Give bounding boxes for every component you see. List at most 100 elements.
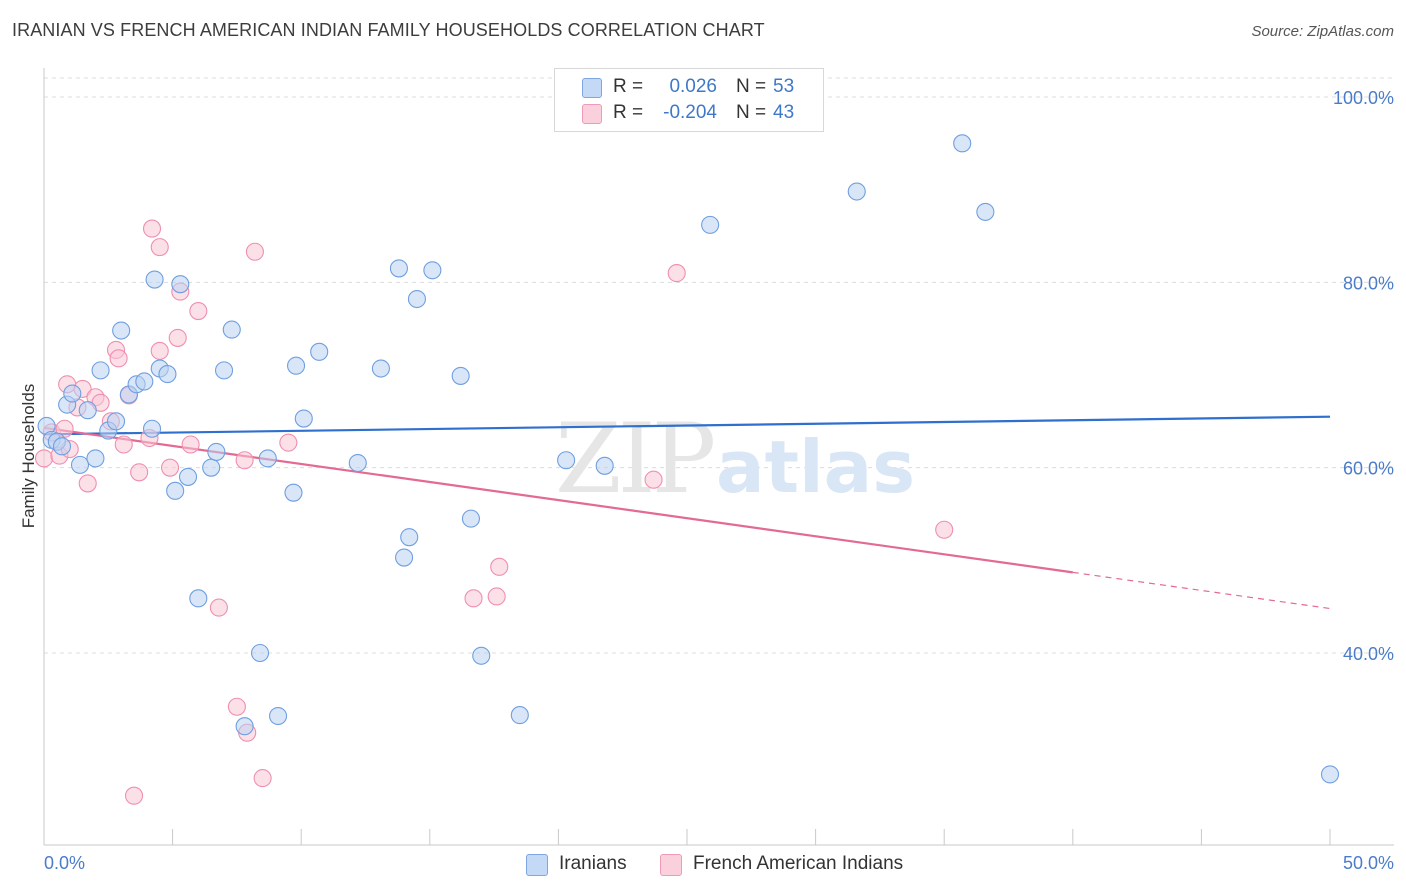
- data-point-iranians: [214, 361, 234, 380]
- data-point-iranians: [557, 451, 576, 470]
- data-point-iranians: [701, 215, 720, 234]
- x-tick-label-min: 0.0%: [44, 853, 85, 873]
- legend-n-label: N =: [736, 76, 767, 97]
- data-point-french-american-indians: [464, 589, 483, 608]
- stats-legend: R = 0.026 N = 53 R = -0.204 N = 43: [554, 68, 824, 132]
- x-ticks: [43, 829, 1331, 845]
- data-point-iranians: [91, 361, 110, 380]
- data-point-iranians: [63, 384, 82, 403]
- data-point-iranians: [145, 270, 164, 289]
- trend-line-0: [43, 415, 1331, 436]
- legend-row-french-american-indians: R = -0.204 N = 43: [555, 100, 823, 126]
- grid-lines: [44, 77, 1394, 654]
- legend-r-value: 0.026: [669, 76, 717, 97]
- data-point-iranians: [202, 458, 221, 477]
- data-point-iranians: [294, 409, 313, 428]
- y-axis-title: Family Households: [19, 384, 38, 529]
- data-point-iranians: [287, 356, 306, 375]
- data-point-french-american-indians: [227, 697, 246, 716]
- watermark-atlas: atlas: [716, 425, 915, 509]
- legend-swatch-french-american-indians: [660, 854, 682, 876]
- data-point-iranians: [52, 437, 72, 456]
- y-tick-label: 100.0%: [1333, 88, 1394, 108]
- data-point-iranians: [953, 134, 972, 153]
- data-point-iranians: [171, 275, 190, 294]
- data-point-iranians: [78, 401, 97, 420]
- data-point-french-american-indians: [142, 219, 162, 238]
- data-point-french-american-indians: [34, 449, 54, 468]
- data-point-french-american-indians: [644, 470, 663, 489]
- data-point-iranians: [158, 365, 177, 384]
- data-point-iranians: [112, 321, 131, 340]
- data-point-iranians: [1320, 765, 1340, 784]
- legend-r-label: R =: [613, 102, 644, 123]
- data-point-iranians: [976, 202, 995, 221]
- watermark: ZIP atlas: [555, 403, 915, 515]
- data-point-french-american-indians: [235, 451, 254, 470]
- data-point-french-american-indians: [150, 341, 169, 360]
- data-point-iranians: [207, 442, 226, 461]
- data-point-french-american-indians: [487, 587, 506, 606]
- data-point-iranians: [258, 449, 277, 468]
- trend-line-extension-1: [1072, 571, 1331, 610]
- y-tick-label: 40.0%: [1343, 644, 1394, 664]
- data-point-french-american-indians: [209, 598, 228, 617]
- data-point-iranians: [178, 467, 198, 486]
- y-tick-label: 80.0%: [1343, 273, 1394, 293]
- data-point-iranians: [423, 261, 442, 280]
- data-point-iranians: [135, 372, 154, 391]
- legend-n-value: 53: [773, 76, 795, 97]
- chart-title: IRANIAN VS FRENCH AMERICAN INDIAN FAMILY…: [12, 20, 765, 40]
- data-point-iranians: [451, 366, 470, 385]
- data-point-french-american-indians: [245, 242, 264, 261]
- data-point-french-american-indians: [181, 435, 200, 454]
- legend-n-label: N =: [736, 102, 767, 123]
- legend-n-value: 43: [773, 102, 795, 123]
- data-point-iranians: [189, 589, 208, 608]
- data-point-iranians: [166, 481, 185, 500]
- legend-r-label: R =: [613, 76, 644, 97]
- data-point-french-american-indians: [490, 557, 509, 576]
- data-point-iranians: [371, 359, 390, 378]
- data-point-iranians: [222, 320, 241, 339]
- data-point-french-american-indians: [114, 435, 133, 454]
- data-point-french-american-indians: [130, 463, 149, 482]
- data-point-iranians: [407, 289, 426, 309]
- data-point-iranians: [310, 342, 329, 361]
- data-point-french-american-indians: [168, 328, 187, 347]
- watermark-zip: ZIP: [555, 403, 714, 515]
- y-tick-labels: 40.0% 60.0% 80.0% 100.0%: [1333, 88, 1394, 664]
- data-point-iranians: [284, 483, 303, 502]
- data-point-iranians: [395, 548, 414, 567]
- data-points: [34, 134, 1340, 805]
- data-point-french-american-indians: [150, 238, 169, 257]
- x-tick-label-max: 50.0%: [1343, 853, 1394, 873]
- data-point-iranians: [595, 456, 614, 475]
- legend-swatch-iranians: [582, 78, 602, 98]
- data-point-iranians: [847, 182, 866, 201]
- data-point-french-american-indians: [160, 458, 180, 477]
- data-point-french-american-indians: [253, 769, 272, 788]
- data-point-iranians: [235, 717, 254, 736]
- data-point-iranians: [106, 412, 126, 431]
- data-point-iranians: [269, 706, 288, 726]
- data-point-iranians: [389, 259, 408, 278]
- data-point-iranians: [472, 646, 491, 665]
- source-label: Source: ZipAtlas.com: [1251, 23, 1394, 40]
- data-point-french-american-indians: [189, 302, 208, 321]
- legend-row-iranians: R = 0.026 N = 53: [555, 74, 823, 100]
- data-point-iranians: [250, 643, 270, 663]
- data-point-iranians: [70, 455, 90, 474]
- data-point-french-american-indians: [109, 349, 128, 368]
- data-point-french-american-indians: [78, 474, 97, 493]
- y-tick-label: 60.0%: [1343, 459, 1394, 479]
- data-point-french-american-indians: [124, 786, 144, 805]
- data-point-iranians: [86, 449, 105, 468]
- legend-r-value: -0.204: [663, 102, 717, 123]
- legend-label-iranians: Iranians: [559, 853, 627, 874]
- data-point-iranians: [400, 528, 419, 547]
- data-point-iranians: [461, 509, 481, 528]
- data-point-iranians: [142, 419, 162, 438]
- data-point-iranians: [348, 453, 367, 473]
